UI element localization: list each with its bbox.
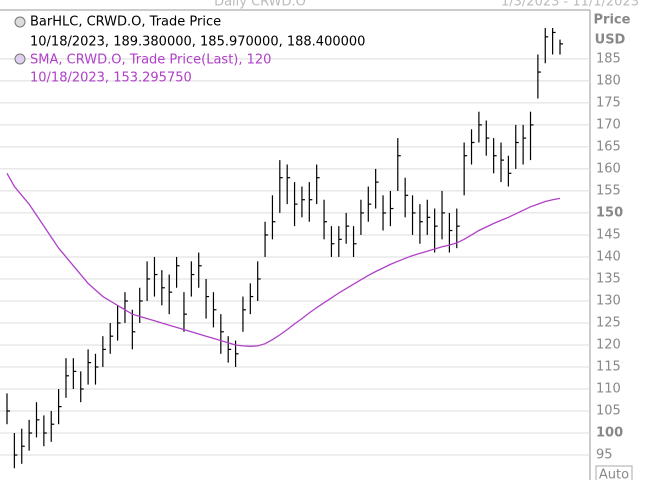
y-tick-label: 135: [596, 271, 621, 286]
y-tick-label: 180: [596, 73, 621, 88]
y-tick-label: 115: [596, 359, 621, 374]
y-label: Price: [594, 13, 631, 28]
chart-subtitle: 1/3/2023 - 11/1/2023: [501, 0, 639, 10]
y-tick-label: 110: [596, 382, 621, 397]
y-tick-label: 130: [596, 293, 621, 308]
legend-icon: [14, 53, 26, 65]
y-tick-label: 185: [596, 51, 621, 66]
auto-button[interactable]: [595, 465, 633, 480]
legend-icon: [14, 16, 26, 28]
y-label: USD: [595, 33, 626, 48]
y-tick-label: 150: [596, 205, 623, 220]
y-tick-label: 125: [596, 315, 621, 330]
legend-label: SMA, CRWD.O, Trade Price(Last), 120: [30, 53, 271, 68]
y-tick-label: 160: [596, 161, 621, 176]
y-tick-label: 145: [596, 227, 621, 242]
sma-line: [6, 172, 561, 347]
legend: BarHLC, CRWD.O, Trade Price 10/18/2023, …: [14, 15, 365, 86]
y-tick-label: 100: [596, 426, 623, 441]
chart-title: Daily CRWD.O: [214, 0, 306, 10]
auto-button-label[interactable]: Auto: [599, 468, 629, 480]
y-tick-label: 95: [596, 448, 613, 463]
y-tick-label: 155: [596, 183, 621, 198]
y-tick-label: 105: [596, 404, 621, 419]
legend-label: BarHLC, CRWD.O, Trade Price: [30, 15, 221, 30]
y-tick-label: 120: [596, 337, 621, 352]
legend-values: 10/18/2023, 153.295750: [30, 71, 192, 86]
y-tick-label: 165: [596, 139, 621, 154]
y-tick-label: 140: [596, 249, 621, 264]
legend-values: 10/18/2023, 189.380000, 185.970000, 188.…: [30, 35, 365, 50]
y-tick-label: 175: [596, 95, 621, 110]
y-tick-label: 170: [596, 117, 621, 132]
